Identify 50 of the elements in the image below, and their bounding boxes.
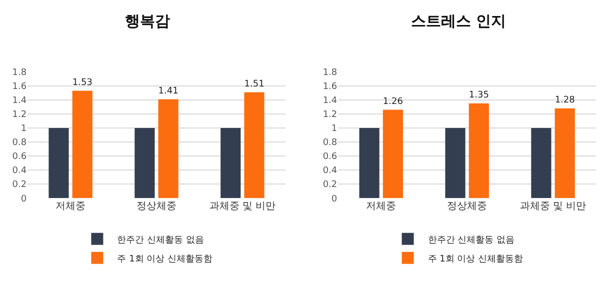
bar [48,128,69,198]
legend-label: 한주간 신체활동 없음 [117,235,204,246]
y-tick-label: 0 [331,194,338,204]
y-tick-label: 0.4 [322,166,338,176]
y-tick-label: 0 [20,194,27,204]
x-tick-label: 저체중 [366,201,396,212]
bar [382,110,403,198]
y-tick-label: 1 [20,124,27,134]
y-tick-label: 0.8 [12,138,27,148]
legend-label: 한주간 신체활동 없음 [428,235,515,246]
data-label: 1.41 [158,86,178,97]
y-tick-label: 1.8 [12,68,27,78]
y-tick-label: 1.2 [322,110,338,120]
bar [468,103,489,198]
bar [554,108,575,198]
y-tick-label: 1.2 [12,110,27,120]
y-tick-label: 0.4 [12,166,27,176]
y-tick-label: 1.6 [322,82,338,92]
y-tick-label: 0.8 [322,138,338,148]
data-label: 1.53 [72,78,93,88]
data-label: 1.26 [382,97,404,108]
x-tick-label: 저체중 [56,201,86,212]
x-tick-label: 정상체중 [447,201,488,212]
legend-label: 주 1회 이상 신체활동함 [428,254,524,264]
bar [531,128,552,198]
data-label: 1.28 [554,96,576,106]
y-tick-label: 0.2 [322,180,338,190]
data-label: 1.35 [468,90,489,101]
bar [134,128,155,198]
bar [445,128,466,198]
bar [244,92,264,198]
y-tick-label: 1.6 [12,82,27,92]
x-tick-label: 과체중 및 비만 [520,201,586,212]
y-tick-label: 1.4 [322,96,338,106]
y-tick-label: 1 [331,124,338,134]
y-tick-label: 0.6 [12,152,27,162]
bar [359,128,380,198]
chart-title: 행복감 [125,12,170,30]
bar [72,90,92,198]
legend-label: 주 1회 이상 신체활동함 [117,254,213,264]
chart-title: 스트레스 인지 [411,12,506,30]
bar [158,99,178,198]
y-tick-label: 0.2 [12,180,27,190]
data-label: 1.51 [244,79,264,90]
bar [220,128,241,198]
y-tick-label: 0.6 [322,152,338,162]
y-tick-label: 1.4 [12,96,27,106]
x-tick-label: 정상체중 [136,201,176,212]
y-tick-label: 1.8 [322,68,338,78]
x-tick-label: 과체중 및 비만 [209,201,276,212]
